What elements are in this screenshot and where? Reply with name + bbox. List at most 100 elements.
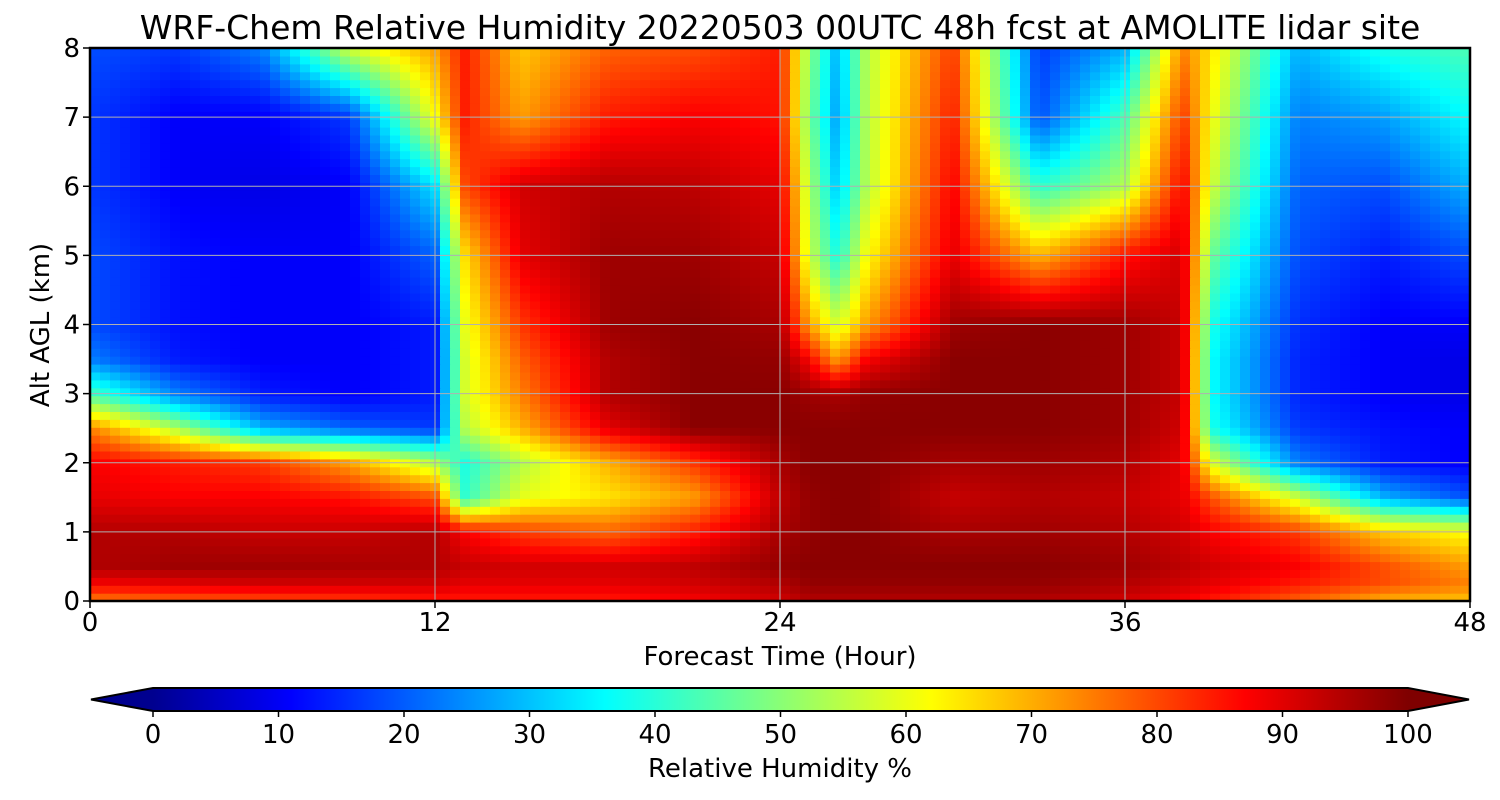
heatmap-cell <box>390 364 401 373</box>
heatmap-cell <box>970 324 981 333</box>
heatmap-cell <box>1020 529 1031 539</box>
heatmap-cell <box>330 419 341 428</box>
heatmap-cell <box>1370 356 1381 365</box>
heatmap-cell <box>750 395 761 405</box>
heatmap-cell <box>460 569 471 578</box>
heatmap-cell <box>470 450 481 460</box>
heatmap-cell <box>360 545 371 555</box>
heatmap-cell <box>380 466 391 476</box>
heatmap-cell <box>710 585 721 594</box>
heatmap-cell <box>290 387 301 397</box>
heatmap-cell <box>1160 537 1171 547</box>
heatmap-cell <box>1330 387 1341 397</box>
heatmap-cell <box>1180 435 1191 444</box>
heatmap-cell <box>170 585 181 594</box>
heatmap-cell <box>830 387 841 397</box>
heatmap-cell <box>950 522 961 531</box>
heatmap-cell <box>660 490 671 499</box>
heatmap-cell <box>1450 585 1461 594</box>
heatmap-cell <box>340 593 351 601</box>
heatmap-cell <box>1090 403 1101 412</box>
heatmap-cell <box>1300 529 1311 539</box>
heatmap-cell <box>730 435 741 444</box>
heatmap-cell <box>910 379 921 389</box>
heatmap-cell <box>700 443 711 452</box>
heatmap-cell <box>460 379 471 389</box>
heatmap-cell <box>700 522 711 531</box>
heatmap-cell <box>590 403 601 412</box>
heatmap-cell <box>1100 490 1111 499</box>
heatmap-cell <box>910 387 921 397</box>
heatmap-cell <box>980 593 991 601</box>
heatmap-cell <box>1090 553 1101 563</box>
heatmap-cell <box>190 537 201 547</box>
heatmap-cell <box>1190 482 1201 491</box>
heatmap-cell <box>1320 514 1331 523</box>
heatmap-cell <box>950 419 961 428</box>
heatmap-cell <box>1410 324 1421 333</box>
heatmap-cell <box>420 593 431 601</box>
heatmap-cell <box>100 395 111 405</box>
heatmap-cell <box>560 324 571 333</box>
heatmap-cell <box>930 561 941 570</box>
heatmap-cell <box>1130 340 1141 349</box>
heatmap-cell <box>150 435 161 444</box>
heatmap-cell <box>770 593 781 601</box>
heatmap-cell <box>1230 490 1241 499</box>
heatmap-cell <box>770 332 781 341</box>
heatmap-cell <box>1220 545 1231 555</box>
heatmap-cell <box>540 403 551 412</box>
heatmap-cell <box>1350 553 1361 563</box>
heatmap-cell <box>160 506 171 515</box>
heatmap-cell <box>320 356 331 365</box>
heatmap-cell <box>200 340 211 349</box>
heatmap-cell <box>1160 553 1171 563</box>
heatmap-cell <box>520 450 531 460</box>
heatmap-cell <box>1000 364 1011 373</box>
heatmap-cell <box>1340 427 1351 436</box>
heatmap-cell <box>1390 514 1401 523</box>
heatmap-cell <box>1230 514 1241 523</box>
heatmap-cell <box>120 553 131 563</box>
heatmap-cell <box>750 364 761 373</box>
heatmap-cell <box>750 466 761 476</box>
heatmap-cell <box>500 379 511 389</box>
heatmap-cell <box>230 332 241 341</box>
heatmap-cell <box>1310 522 1321 531</box>
heatmap-cell <box>760 537 771 547</box>
heatmap-cell <box>1420 585 1431 594</box>
heatmap-cell <box>1370 364 1381 373</box>
heatmap-cell <box>800 482 811 491</box>
heatmap-cell <box>910 411 921 420</box>
heatmap-cell <box>1080 593 1091 601</box>
heatmap-cell <box>750 435 761 444</box>
heatmap-cell <box>1230 427 1241 436</box>
heatmap-cell <box>870 379 881 389</box>
heatmap-cell <box>730 498 741 507</box>
heatmap-cell <box>1170 332 1181 341</box>
heatmap-cell <box>140 537 151 547</box>
heatmap-cell <box>360 474 371 484</box>
heatmap-cell <box>1060 593 1071 601</box>
heatmap-cell <box>540 316 551 326</box>
heatmap-cell <box>140 482 151 491</box>
heatmap-cell <box>680 332 691 341</box>
heatmap-cell <box>1050 364 1061 373</box>
heatmap-cell <box>1210 395 1221 405</box>
heatmap-cell <box>1350 403 1361 412</box>
heatmap-cell <box>820 593 831 601</box>
heatmap-cell <box>620 340 631 349</box>
heatmap-cell <box>1460 332 1470 341</box>
heatmap-cell <box>130 474 141 484</box>
heatmap-cell <box>160 371 171 381</box>
heatmap-cell <box>530 529 541 539</box>
heatmap-cell <box>510 332 521 341</box>
heatmap-cell <box>1000 593 1011 601</box>
heatmap-cell <box>810 498 821 507</box>
heatmap-cell <box>1240 466 1251 476</box>
heatmap-cell <box>370 371 381 381</box>
heatmap-cell <box>370 324 381 333</box>
heatmap-cell <box>1090 450 1101 460</box>
heatmap-cell <box>1170 569 1181 578</box>
heatmap-cell <box>1180 403 1191 412</box>
